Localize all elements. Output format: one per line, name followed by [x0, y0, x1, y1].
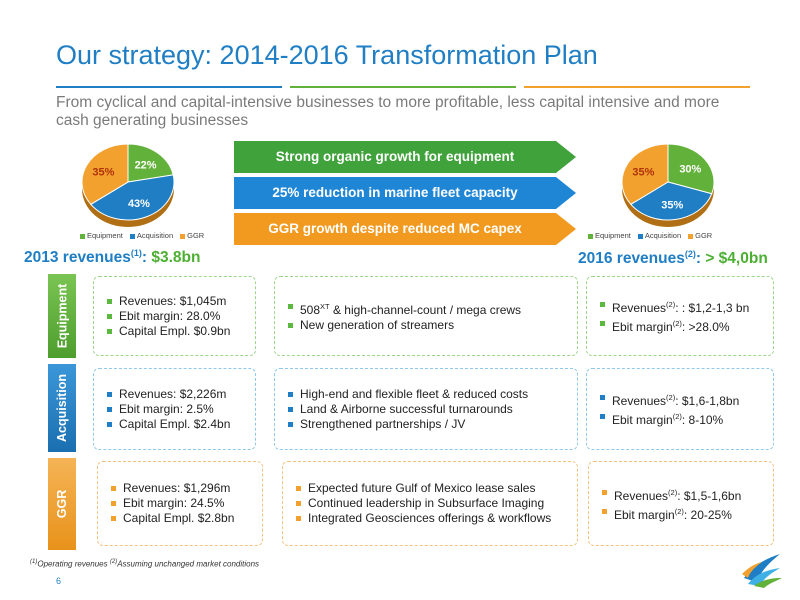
page-subtitle: From cyclical and capital-intensive busi… — [56, 94, 720, 129]
title-rule-green — [290, 86, 516, 88]
ggr-2013-box: Revenues: $1,296m Ebit margin: 24.5% Cap… — [97, 461, 263, 546]
list-item: Revenues(2): $1,6-1,8bn — [599, 390, 773, 409]
list-item: Capital Empl. $2.8bn — [110, 511, 262, 526]
segment-label-equipment: Equipment — [48, 274, 76, 358]
list-item: Ebit margin(2): 8-10% — [599, 409, 773, 428]
title-rule-blue — [56, 86, 282, 88]
list-item: Revenues: $1,296m — [110, 481, 262, 496]
list-item: Capital Empl. $2.4bn — [106, 417, 255, 432]
list-item: Continued leadership in Subsurface Imagi… — [295, 496, 577, 511]
list-item: High-end and flexible fleet & reduced co… — [287, 387, 577, 402]
page-number: 6 — [56, 576, 62, 586]
arrow-equipment-label: Strong organic growth for equipment — [275, 149, 515, 164]
pie-legend-2016: Equipment Acquisition GGR — [588, 231, 712, 240]
arrow-ggr: GGR growth despite reduced MC capex — [234, 213, 576, 245]
arrow-equipment: Strong organic growth for equipment — [234, 141, 576, 173]
pie-2016-slice-label-ggr: 35% — [632, 167, 654, 179]
list-item: Ebit margin(2): >28.0% — [599, 316, 773, 335]
list-item: Integrated Geosciences offerings & workf… — [295, 511, 577, 526]
list-item: Ebit margin: 28.0% — [106, 309, 255, 324]
acquisition-2016-box: Revenues(2): $1,6-1,8bn Ebit margin(2): … — [586, 368, 774, 450]
pie-2016-slice-acquisition — [630, 181, 713, 221]
pie-2013-slice-ggr — [81, 143, 129, 205]
pie-2016-slice-label-equipment: 30% — [679, 164, 701, 176]
segment-label-ggr: GGR — [48, 458, 76, 550]
list-item: Capital Empl. $0.9bn — [106, 324, 255, 339]
arrow-acquisition: 25% reduction in marine fleet capacity — [234, 177, 576, 209]
pie-2013-slice-acquisition — [90, 174, 175, 221]
revenues-2016-heading: 2016 revenues(2): > $4,0bn — [578, 249, 768, 268]
pie-2013-slice-label-acquisition: 43% — [128, 198, 150, 210]
pie-2016-slice-equipment — [667, 143, 715, 195]
list-item: Ebit margin: 2.5% — [106, 402, 255, 417]
pie-chart-2016: 30% 35% 35% — [618, 140, 718, 235]
list-item: Strengthened partnerships / JV — [287, 417, 577, 432]
list-item: Land & Airborne successful turnarounds — [287, 402, 577, 417]
pie-2013-slice-equipment — [127, 143, 174, 183]
ggr-2016-box: Revenues(2): $1,5-1,6bn Ebit margin(2): … — [588, 461, 774, 546]
page-title: Our strategy: 2014-2016 Transformation P… — [56, 40, 598, 70]
list-item: Ebit margin: 24.5% — [110, 496, 262, 511]
pie-2013-slice-label-equipment: 22% — [135, 159, 157, 171]
acquisition-2013-box: Revenues: $2,226m Ebit margin: 2.5% Capi… — [93, 368, 256, 450]
segment-label-acquisition: Acquisition — [48, 364, 76, 452]
pie-2013-slice-label-ggr: 35% — [92, 167, 114, 179]
footnote: (1)Operating revenues (2)Assuming unchan… — [30, 559, 260, 569]
arrow-acquisition-label: 25% reduction in marine fleet capacity — [272, 185, 518, 200]
pie-2016-slice-label-acquisition: 35% — [661, 200, 683, 212]
pie-legend-2013: Equipment Acquisition GGR — [80, 231, 204, 240]
equipment-strategy-box: 508XT & high-channel-count / mega crews … — [274, 276, 578, 356]
revenues-2013-heading: 2013 revenues(1): $3.8bn — [24, 248, 201, 267]
pie-2016-slice-ggr — [621, 143, 669, 205]
equipment-2016-box: Revenues(2): : $1,2-1,3 bn Ebit margin(2… — [586, 276, 774, 356]
list-item: Revenues(2): : $1,2-1,3 bn — [599, 297, 773, 316]
list-item: Ebit margin(2): 20-25% — [601, 504, 773, 523]
acquisition-strategy-box: High-end and flexible fleet & reduced co… — [274, 368, 578, 450]
equipment-2013-box: Revenues: $1,045m Ebit margin: 28.0% Cap… — [93, 276, 256, 356]
company-logo — [740, 548, 784, 593]
list-item: Revenues: $1,045m — [106, 294, 255, 309]
list-item: Revenues(2): $1,5-1,6bn — [601, 485, 773, 504]
list-item: 508XT & high-channel-count / mega crews — [287, 299, 577, 318]
ggr-strategy-box: Expected future Gulf of Mexico lease sal… — [282, 461, 578, 546]
title-rule-orange — [524, 86, 750, 88]
arrow-ggr-label: GGR growth despite reduced MC capex — [268, 221, 522, 236]
list-item: New generation of streamers — [287, 318, 577, 333]
list-item: Revenues: $2,226m — [106, 387, 255, 402]
pie-chart-2013: 22% 43% 35% — [78, 140, 178, 235]
list-item: Expected future Gulf of Mexico lease sal… — [295, 481, 577, 496]
